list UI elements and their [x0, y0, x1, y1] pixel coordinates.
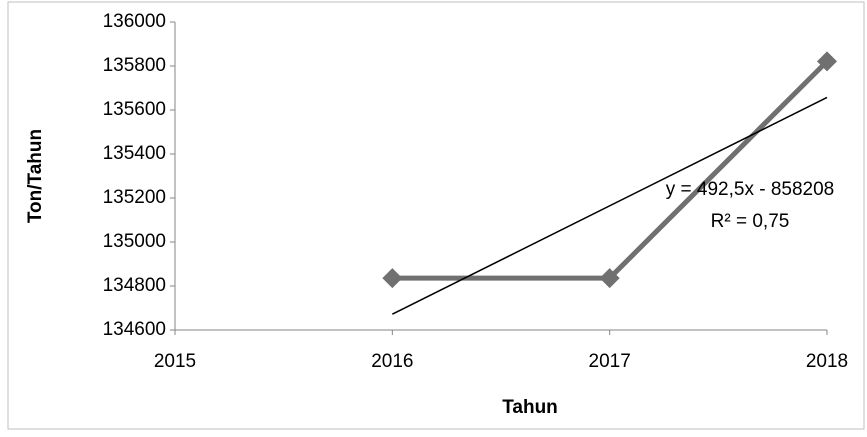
y-tick-label: 136000 — [103, 11, 166, 32]
data-point — [817, 51, 837, 72]
y-tick-label: 135200 — [103, 187, 166, 208]
y-tick-label: 134800 — [103, 275, 166, 296]
data-line — [392, 59, 829, 281]
annotation: y = 492,5x - 858208 — [666, 179, 835, 200]
x-tick-label: 2018 — [806, 351, 848, 372]
data-point — [599, 268, 620, 289]
y-axis-label: Ton/Tahun — [25, 129, 46, 223]
data-point — [382, 268, 403, 289]
y-tick-label: 135000 — [103, 231, 166, 252]
x-tick-label: 2015 — [154, 351, 196, 372]
y-tick-label: 135600 — [103, 99, 166, 120]
x-tick-label: 2017 — [589, 351, 631, 372]
y-tick-label: 135400 — [103, 143, 166, 164]
trendline — [391, 96, 828, 315]
x-axis-label: Tahun — [502, 397, 558, 418]
y-tick-label: 135800 — [103, 55, 166, 76]
chart-border — [7, 1, 865, 430]
x-tick-label: 2016 — [371, 351, 413, 372]
y-tick-label: 134600 — [103, 319, 166, 340]
annotation: R² = 0,75 — [711, 211, 790, 232]
